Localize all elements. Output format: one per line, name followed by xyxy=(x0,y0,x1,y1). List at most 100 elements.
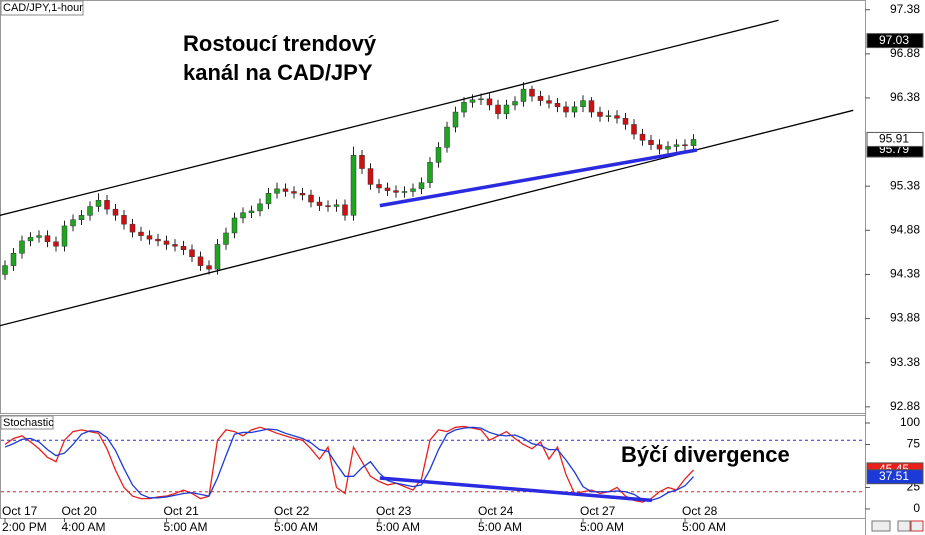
trendline xyxy=(0,109,854,327)
x-tick-label: Oct 21 xyxy=(164,504,200,518)
x-tick-label: 5:00 AM xyxy=(478,520,522,534)
candle-body xyxy=(563,106,569,113)
candle-body xyxy=(580,100,586,108)
x-tick-label: 5:00 AM xyxy=(164,520,208,534)
candle-body xyxy=(376,184,382,189)
x-tick-label: Oct 28 xyxy=(682,504,718,518)
x-tick-label: Oct 24 xyxy=(478,504,514,518)
toolbar-icon[interactable] xyxy=(910,520,924,532)
candle-body xyxy=(44,235,51,243)
candle-body xyxy=(10,253,17,266)
candle-body xyxy=(180,245,187,250)
candle-body xyxy=(19,240,25,254)
candle-body xyxy=(87,206,93,216)
y-tick-label: 97.38 xyxy=(890,2,920,16)
candle-body xyxy=(571,106,578,113)
candle-body xyxy=(265,193,272,205)
candle-body xyxy=(384,187,391,191)
chart-title: CAD/JPY,1-hour xyxy=(3,2,83,14)
candle-body xyxy=(503,104,510,115)
trendline xyxy=(379,148,698,208)
candle-body xyxy=(614,115,620,119)
toolbar-icon[interactable] xyxy=(871,520,891,532)
y-tick-label: 93.88 xyxy=(890,311,920,325)
x-tick-label: Oct 27 xyxy=(580,504,616,518)
candle-body xyxy=(435,147,442,163)
y-tick-label: 0 xyxy=(913,501,920,515)
x-tick-label: 5:00 AM xyxy=(682,520,726,534)
candle-body xyxy=(418,182,425,190)
last-price-marker-bg xyxy=(866,131,924,147)
stochastic-marker-bg xyxy=(866,469,924,485)
y-tick-label: 75 xyxy=(907,437,921,451)
candle-body xyxy=(325,205,331,207)
y-tick-label: 94.88 xyxy=(890,222,920,236)
toolbar-icon[interactable] xyxy=(897,520,911,532)
candle-body xyxy=(53,241,59,247)
candle-body xyxy=(2,265,8,275)
candle-body xyxy=(597,111,603,117)
candle-body xyxy=(495,104,501,115)
candle-body xyxy=(172,244,178,247)
candle-body xyxy=(537,95,544,101)
candle-body xyxy=(639,133,646,141)
x-tick-label: Oct 22 xyxy=(274,504,310,518)
stochastic-line xyxy=(4,426,694,502)
candle-body xyxy=(665,146,671,150)
candle-body xyxy=(129,223,136,233)
candle-body xyxy=(631,124,637,135)
title-box xyxy=(0,0,84,16)
candle-body xyxy=(112,208,119,216)
candle-body xyxy=(367,168,374,185)
candle-body xyxy=(138,231,144,236)
candle-body xyxy=(189,249,195,258)
price-marker-bg xyxy=(866,33,924,49)
last-price-marker: 95.91 xyxy=(879,132,909,146)
candle-body xyxy=(146,235,153,240)
candle-body xyxy=(469,99,476,103)
y-tick-label: 100 xyxy=(900,415,920,429)
stochastic-title: Stochastic xyxy=(3,417,54,429)
candle-body xyxy=(512,101,518,106)
candle-body xyxy=(342,204,348,216)
candle-body xyxy=(121,215,127,225)
x-tick-label: Oct 20 xyxy=(62,504,98,518)
y-tick-label: 95.38 xyxy=(890,178,920,192)
x-tick-label: 2:00 PM xyxy=(2,520,47,534)
annotation: kanál na CAD/JPY xyxy=(183,60,373,85)
candle-body xyxy=(206,265,212,270)
candle-body xyxy=(690,139,697,146)
candle-body xyxy=(673,144,680,147)
candle-body xyxy=(452,111,459,128)
candle-body xyxy=(605,115,612,117)
candle-body xyxy=(622,118,629,125)
candle-body xyxy=(257,203,263,212)
y-tick-label: 96.38 xyxy=(890,90,920,104)
x-tick-label: Oct 23 xyxy=(376,504,412,518)
candle-body xyxy=(155,238,161,242)
candle-body xyxy=(231,217,238,234)
y-tick-label: 94.38 xyxy=(890,267,920,281)
candle-body xyxy=(316,201,323,206)
candle-body xyxy=(427,162,433,183)
candle-body xyxy=(486,98,493,106)
candle-body xyxy=(682,144,688,146)
candle-body xyxy=(223,232,229,245)
trendline xyxy=(0,19,779,216)
candle-body xyxy=(291,191,297,194)
annotation: Rostoucí trendový xyxy=(183,31,377,56)
candle-body xyxy=(27,237,34,242)
candle-body xyxy=(520,88,527,102)
stochastic-title-box xyxy=(0,415,54,430)
candle-body xyxy=(240,212,246,219)
candle-body xyxy=(70,219,76,227)
x-tick-label: Oct 17 xyxy=(2,504,38,518)
candle-body xyxy=(546,100,552,104)
y-tick-label: 96.88 xyxy=(890,46,920,60)
x-tick-label: 4:00 AM xyxy=(62,520,106,534)
candle-body xyxy=(648,140,654,145)
candle-body xyxy=(299,193,306,196)
candle-body xyxy=(588,100,595,113)
